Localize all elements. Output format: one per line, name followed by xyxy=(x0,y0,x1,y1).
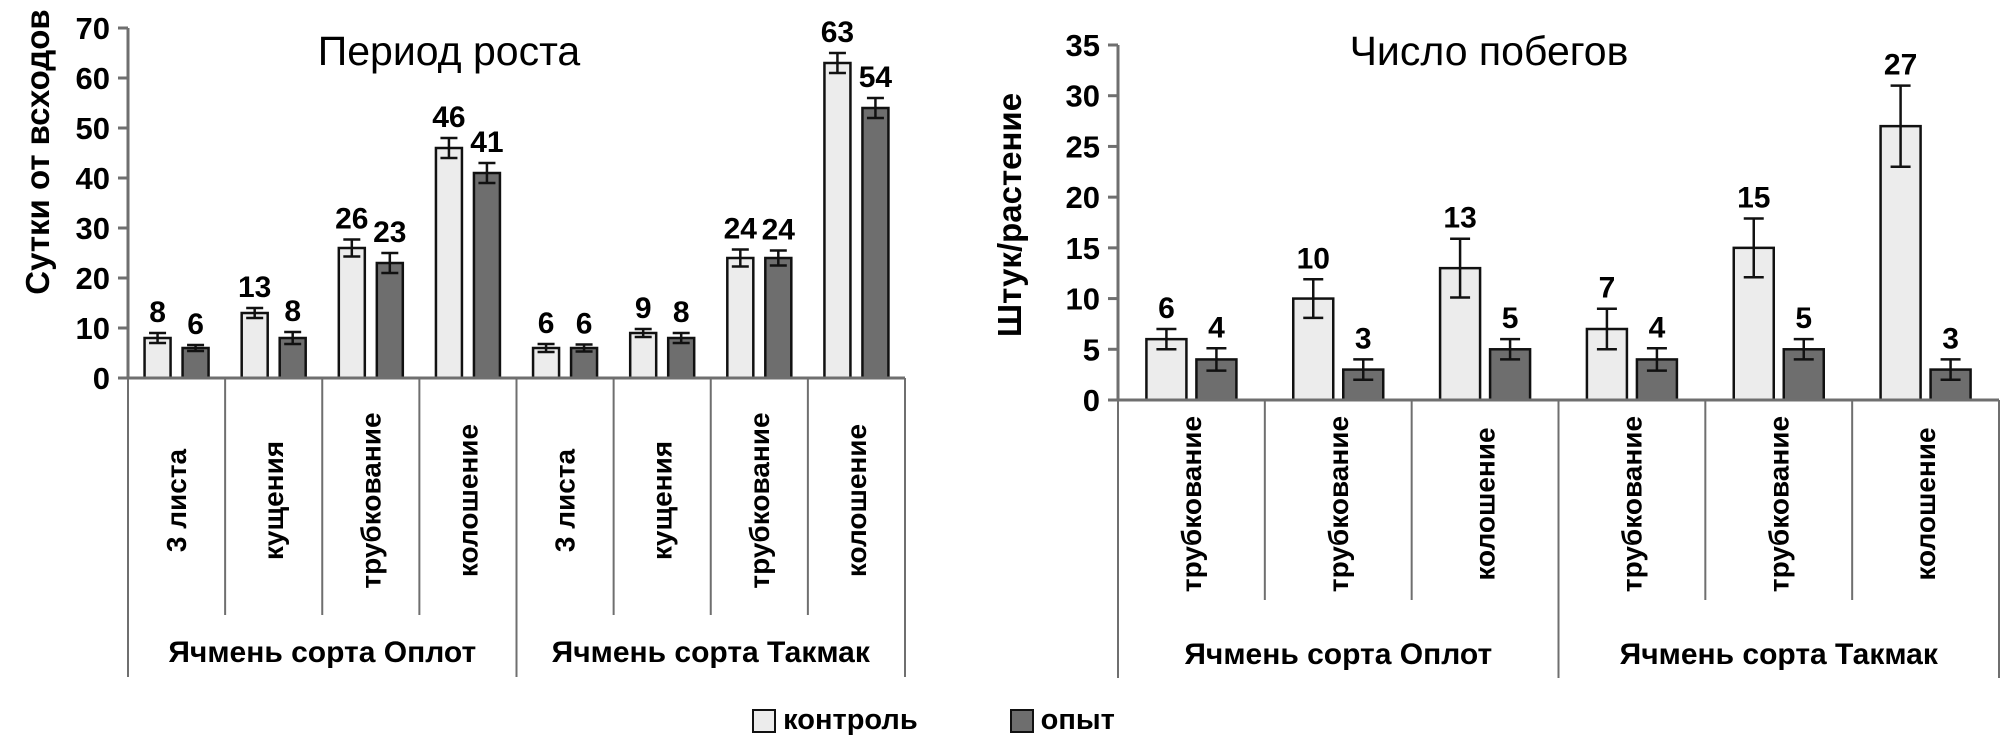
category-label: трубкование xyxy=(744,412,775,588)
value-label: 10 xyxy=(1297,242,1330,275)
value-label: 5 xyxy=(1502,302,1519,335)
growth-period-plot: 0 10 20 30 40 50 60 70 3 листа кущения трубкование… xyxy=(76,11,906,677)
value-label: 13 xyxy=(1443,202,1476,235)
y-tick-label: 10 xyxy=(76,311,110,346)
value-label: 46 xyxy=(432,101,465,134)
bar-experiment xyxy=(861,106,890,380)
value-label: 8 xyxy=(284,295,301,328)
value-label: 4 xyxy=(1208,311,1225,344)
value-label: 26 xyxy=(335,203,368,236)
shoot-count-chart: Число побегов Штук/растение 0 5 10 15 20 25 30… xyxy=(990,0,2015,710)
value-label: 6 xyxy=(187,308,204,341)
bar-control xyxy=(240,311,269,380)
y-tick-label: 0 xyxy=(93,361,110,396)
y-tick-label: 20 xyxy=(1066,180,1100,215)
bar-experiment xyxy=(666,336,696,380)
value-label: 4 xyxy=(1649,311,1666,344)
y-tick-label: 15 xyxy=(1066,231,1100,266)
category-label: колошение xyxy=(1910,427,1941,580)
category-label: кущения xyxy=(647,441,678,560)
growth-period-chart: Период роста Сутки от всходов 0 10 20 30 40 5… xyxy=(0,0,990,710)
bar-experiment xyxy=(764,256,793,380)
bar-control xyxy=(823,61,852,380)
legend: контроль опыт xyxy=(0,706,2015,735)
category-label: колошение xyxy=(841,424,872,577)
value-label: 15 xyxy=(1737,181,1770,214)
value-label: 7 xyxy=(1599,272,1616,305)
bar-experiment xyxy=(181,346,210,380)
y-tick-label: 5 xyxy=(1083,332,1100,367)
value-label: 63 xyxy=(821,16,854,49)
category-label: колошение xyxy=(1470,427,1501,580)
category-label: трубкование xyxy=(1176,416,1207,592)
y-tick-label: 40 xyxy=(76,161,110,196)
value-label: 6 xyxy=(576,308,593,341)
legend-item-experiment: опыт xyxy=(1009,704,1115,736)
value-label: 54 xyxy=(859,61,893,94)
group-label: Ячмень сорта Такмак xyxy=(1620,638,1939,671)
y-tick-label: 25 xyxy=(1066,129,1100,164)
y-tick-label: 30 xyxy=(1066,79,1100,114)
value-label: 6 xyxy=(1158,292,1175,325)
category-label: трубкование xyxy=(1763,416,1794,592)
value-label: 6 xyxy=(538,307,555,340)
y-tick-label: 60 xyxy=(76,61,110,96)
group-label: Ячмень сорта Оплот xyxy=(168,636,476,669)
value-label: 3 xyxy=(1355,322,1372,355)
value-label: 27 xyxy=(1884,49,1917,82)
chart-title: Период роста xyxy=(317,28,581,74)
legend-item-control: контроль xyxy=(752,706,918,735)
bar-experiment xyxy=(375,261,405,380)
category-label: трубкование xyxy=(1323,416,1354,592)
bar-control xyxy=(1879,124,1922,402)
category-label: 3 листа xyxy=(161,448,192,552)
group-label: Ячмень сорта Такмак xyxy=(552,636,871,669)
category-label: трубкование xyxy=(355,412,386,588)
y-tick-label: 10 xyxy=(1066,282,1100,317)
y-tick-label: 20 xyxy=(76,261,110,296)
category-label: 3 листа xyxy=(550,448,581,552)
y-tick-label: 35 xyxy=(1066,28,1100,63)
y-tick-label: 70 xyxy=(76,11,110,46)
legend-label-experiment: опыт xyxy=(1040,704,1115,736)
legend-label-control: контроль xyxy=(783,704,918,736)
value-label: 8 xyxy=(149,296,166,329)
bar-experiment xyxy=(472,171,502,380)
category-label: колошение xyxy=(452,424,483,577)
y-tick-label: 50 xyxy=(76,111,110,146)
y-tick-label: 30 xyxy=(76,211,110,246)
value-label: 8 xyxy=(673,296,690,329)
value-label: 5 xyxy=(1795,302,1812,335)
category-label: трубкование xyxy=(1616,416,1647,592)
group-label: Ячмень сорта Оплот xyxy=(1184,638,1492,671)
y-tick-label: 0 xyxy=(1083,383,1100,418)
experiment-swatch-icon xyxy=(1009,708,1034,733)
value-label: 13 xyxy=(238,271,271,304)
bar-control xyxy=(337,246,367,380)
value-label: 9 xyxy=(635,292,652,325)
category-label: кущения xyxy=(258,441,289,560)
control-swatch-icon xyxy=(752,708,777,733)
legend-inner: контроль опыт xyxy=(752,706,1115,735)
value-label: 3 xyxy=(1942,322,1959,355)
bar-control xyxy=(434,146,464,380)
value-label: 24 xyxy=(724,213,758,246)
chart-title: Число побегов xyxy=(1349,28,1629,74)
value-label: 41 xyxy=(470,126,503,159)
value-label: 24 xyxy=(762,214,796,247)
value-label: 23 xyxy=(373,216,406,249)
bar-control xyxy=(628,331,658,380)
bar-control xyxy=(726,256,755,380)
